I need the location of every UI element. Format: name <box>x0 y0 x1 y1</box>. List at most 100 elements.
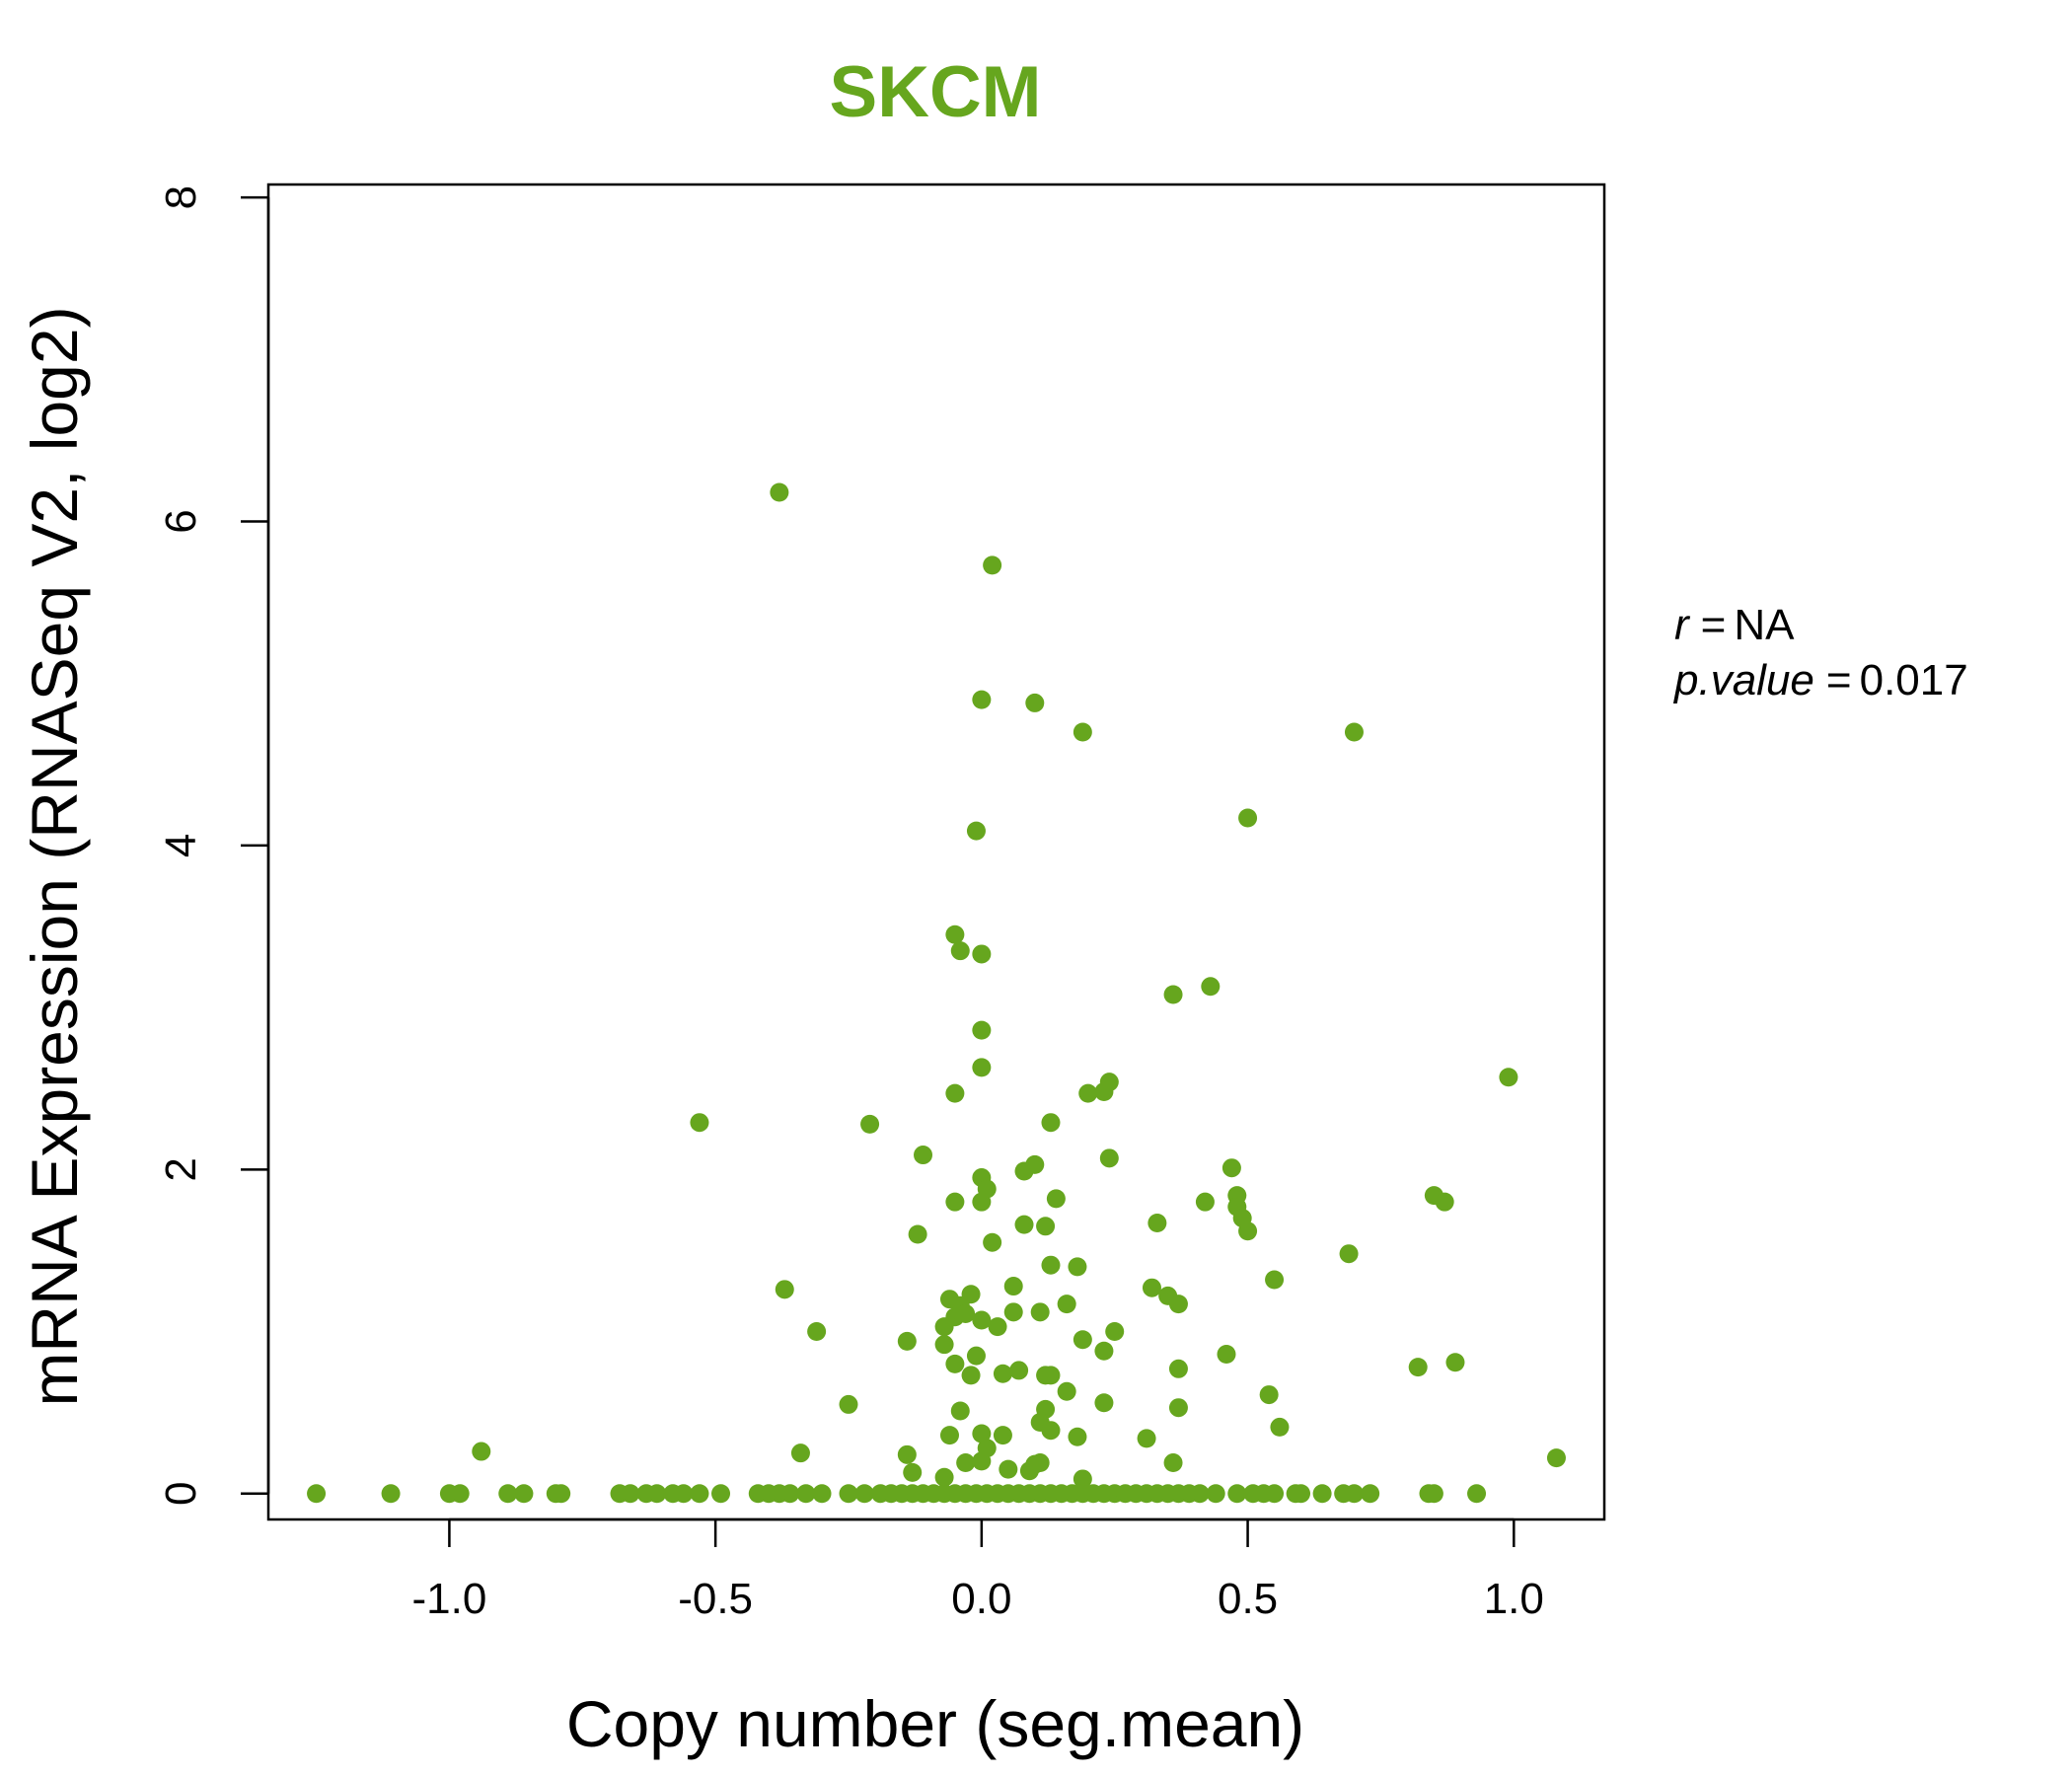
data-point <box>807 1322 827 1342</box>
data-point <box>934 1335 954 1355</box>
data-point <box>934 1467 954 1487</box>
data-point <box>914 1146 933 1165</box>
data-point <box>1078 1083 1098 1103</box>
data-point <box>1019 1461 1039 1481</box>
data-point <box>1238 808 1258 828</box>
data-point <box>1339 1244 1359 1264</box>
data-point <box>972 1424 992 1443</box>
data-point <box>1259 1385 1279 1405</box>
data-point <box>472 1442 491 1461</box>
data-point <box>1238 1221 1258 1241</box>
data-point <box>1168 1295 1188 1314</box>
data-point <box>1221 1158 1241 1178</box>
data-point <box>1408 1358 1428 1377</box>
data-point <box>972 1058 992 1077</box>
data-point <box>1003 1302 1023 1322</box>
data-point <box>988 1317 1007 1337</box>
data-point <box>796 1484 816 1504</box>
data-point <box>839 1394 858 1414</box>
data-point <box>1068 1427 1087 1446</box>
data-point <box>307 1484 327 1504</box>
data-point <box>1190 1484 1210 1504</box>
data-point <box>945 925 965 944</box>
data-point <box>1546 1448 1566 1468</box>
data-point <box>1265 1484 1285 1504</box>
chart-title: SKCM <box>830 52 1042 132</box>
data-point <box>1068 1257 1087 1277</box>
data-point <box>1499 1068 1518 1087</box>
correlation-stats: r = NA p.value = 0.017 <box>1672 601 1968 704</box>
x-tick-label: 0.0 <box>951 1575 1011 1623</box>
plot-frame <box>266 183 1606 1521</box>
data-point <box>1344 722 1364 742</box>
data-point <box>1270 1417 1290 1437</box>
data-point <box>897 1331 917 1351</box>
data-point <box>956 1453 976 1473</box>
data-point <box>1094 1393 1114 1413</box>
y-axis: 0 2 4 6 8 <box>157 185 270 1506</box>
data-point <box>1025 693 1045 712</box>
y-tick-label: 2 <box>157 1157 205 1181</box>
data-point <box>972 1451 992 1471</box>
data-point <box>1046 1189 1066 1209</box>
data-point <box>1168 1359 1188 1378</box>
p-label: p.value <box>1672 656 1814 704</box>
data-point <box>966 821 986 841</box>
data-point <box>854 1484 874 1504</box>
data-point <box>790 1443 810 1463</box>
data-point <box>1041 1113 1061 1133</box>
y-tick-label: 4 <box>157 834 205 857</box>
data-point <box>621 1484 640 1504</box>
data-point <box>1227 1484 1247 1504</box>
data-point <box>1168 1398 1188 1418</box>
data-point <box>1003 1277 1023 1296</box>
p-equals: = <box>1826 656 1852 704</box>
y-tick-label: 6 <box>157 509 205 533</box>
data-point <box>1206 1484 1225 1504</box>
data-point <box>674 1484 694 1504</box>
data-point <box>972 1310 992 1330</box>
data-point <box>934 1317 954 1337</box>
r-equals: = <box>1701 601 1727 649</box>
data-point <box>1094 1341 1114 1361</box>
data-point <box>903 1462 923 1482</box>
data-point <box>972 690 992 709</box>
data-point <box>450 1484 470 1504</box>
data-point <box>780 1484 800 1504</box>
data-point <box>1163 1453 1183 1473</box>
data-point <box>908 1224 927 1244</box>
data-point <box>950 1401 970 1421</box>
data-point <box>514 1484 534 1504</box>
data-point <box>1424 1484 1443 1504</box>
x-tick-label: -0.5 <box>678 1575 753 1623</box>
x-tick-label: -1.0 <box>411 1575 486 1623</box>
data-point <box>945 1083 965 1103</box>
data-point <box>972 1192 992 1212</box>
data-point <box>1036 1217 1056 1236</box>
data-point <box>552 1484 571 1504</box>
data-point <box>972 944 992 964</box>
data-point <box>1073 722 1092 742</box>
data-point <box>956 1303 976 1323</box>
data-point <box>1073 1469 1092 1489</box>
y-tick-label: 0 <box>157 1481 205 1505</box>
data-point <box>1009 1361 1029 1380</box>
data-point <box>1099 1148 1119 1168</box>
data-point <box>1057 1295 1076 1314</box>
r-stat: r = NA <box>1674 601 1795 649</box>
data-point <box>498 1484 518 1504</box>
y-axis-title: mRNA Expression (RNASeq V2, log2) <box>18 306 91 1406</box>
data-point <box>1195 1192 1215 1212</box>
data-point <box>1041 1421 1061 1441</box>
data-point <box>972 1020 992 1040</box>
data-point <box>1467 1484 1487 1504</box>
x-tick-label: 1.0 <box>1484 1575 1544 1623</box>
data-point <box>999 1459 1018 1479</box>
data-point <box>939 1426 959 1445</box>
data-point <box>983 1232 1002 1252</box>
data-point <box>770 482 789 502</box>
data-point <box>1435 1192 1454 1212</box>
data-point <box>1105 1322 1125 1342</box>
data-point <box>1312 1484 1332 1504</box>
